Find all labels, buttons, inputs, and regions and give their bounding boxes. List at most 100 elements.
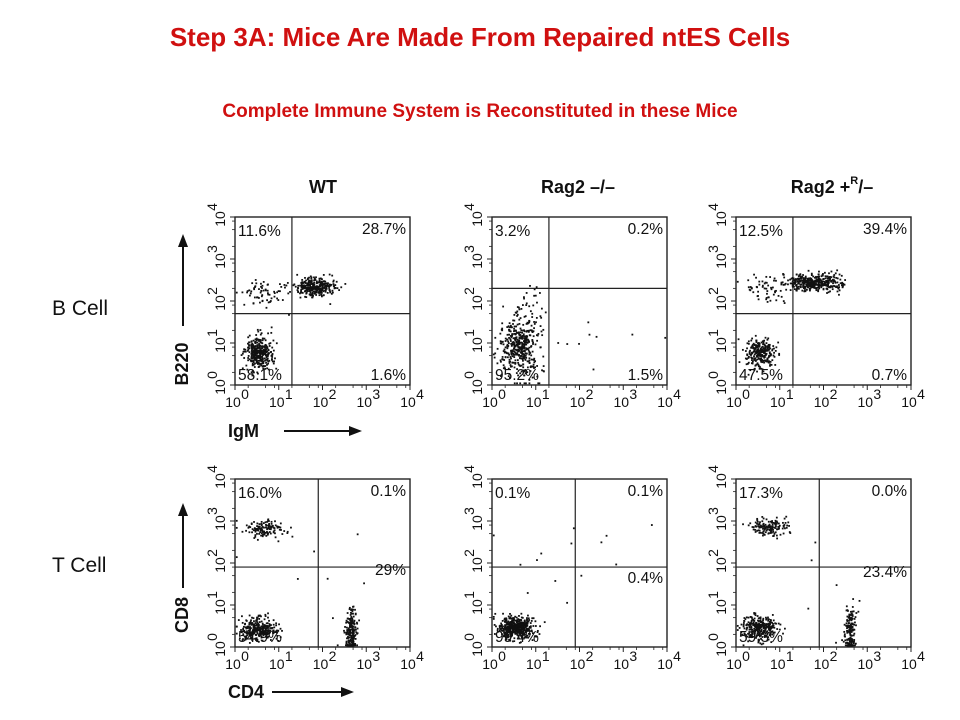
event-dot	[277, 525, 280, 528]
event-dot	[262, 351, 265, 354]
event-dot	[307, 280, 310, 283]
event-dot	[519, 334, 522, 336]
event-dot	[760, 341, 763, 344]
event-dot	[240, 354, 243, 356]
event-dot	[266, 533, 269, 536]
event-dot	[818, 287, 821, 290]
event-dot	[750, 634, 753, 637]
event-dot	[773, 347, 775, 350]
event-dot	[528, 319, 531, 322]
event-dot	[757, 344, 760, 347]
event-dot	[781, 281, 784, 284]
event-dot	[509, 624, 512, 627]
x-tick-label: 10	[570, 394, 586, 410]
event-dot	[347, 637, 350, 639]
event-dot	[832, 282, 834, 285]
event-dot	[245, 529, 247, 532]
event-dot	[819, 284, 822, 287]
event-dot	[765, 298, 768, 301]
event-dot	[507, 620, 510, 623]
event-dot	[250, 290, 253, 293]
event-dot	[495, 625, 497, 628]
event-dot	[814, 280, 817, 282]
quadrant-percent-lower-left: 59.3%	[739, 629, 783, 646]
event-dot	[259, 527, 262, 530]
event-dot	[817, 283, 820, 286]
event-dot	[520, 341, 523, 344]
event-dot	[505, 628, 508, 631]
event-dot	[250, 627, 252, 630]
event-dot	[797, 282, 800, 285]
event-dot	[243, 303, 246, 306]
event-dot	[770, 631, 773, 633]
event-dot	[248, 294, 251, 297]
event-dot	[268, 531, 271, 533]
event-dot	[257, 640, 260, 643]
x-tick-label: 10	[526, 394, 542, 410]
event-dot	[770, 641, 773, 644]
event-dot	[325, 282, 328, 285]
event-dot	[333, 285, 335, 288]
x-tick-label: 10	[570, 656, 586, 672]
event-dot	[765, 526, 768, 528]
event-dot	[782, 521, 784, 524]
event-dot	[272, 339, 275, 342]
event-dot	[499, 375, 502, 377]
event-dot	[316, 287, 318, 290]
event-dot	[815, 283, 818, 285]
event-dot	[257, 359, 260, 362]
event-dot	[260, 356, 262, 358]
event-dot	[750, 346, 753, 349]
event-dot	[259, 363, 262, 366]
event-dot	[835, 276, 838, 279]
event-dot	[260, 527, 263, 529]
quadrant-percent-upper-left: 16.0%	[238, 485, 282, 502]
event-dot	[261, 284, 264, 287]
event-dot	[235, 632, 238, 635]
event-dot	[258, 523, 261, 526]
event-dot	[273, 527, 276, 530]
event-dot	[765, 635, 768, 637]
y-tick-exponent: 3	[461, 507, 477, 515]
event-dot	[358, 619, 361, 622]
event-dot	[847, 622, 850, 624]
event-dot	[350, 628, 353, 631]
event-dot	[268, 522, 271, 525]
event-dot	[522, 633, 525, 636]
event-dot	[492, 353, 495, 356]
column-title-rag2-null: Rag2 –/–	[541, 177, 615, 197]
event-dot	[250, 349, 253, 352]
event-dot	[504, 626, 506, 629]
event-dot	[817, 285, 820, 287]
event-dot	[761, 359, 764, 362]
y-tick-label: 10	[212, 379, 228, 395]
x-tick-exponent: 2	[586, 648, 594, 664]
event-dot	[246, 368, 249, 371]
event-dot	[517, 353, 519, 356]
event-dot	[804, 285, 807, 288]
event-dot	[826, 287, 829, 290]
event-dot	[815, 287, 818, 289]
event-dot	[836, 269, 839, 272]
event-dot	[528, 626, 531, 629]
event-dot	[511, 335, 513, 338]
event-dot	[750, 623, 752, 625]
event-dot	[758, 523, 761, 526]
event-dot	[279, 627, 282, 630]
event-dot	[763, 349, 766, 352]
event-dot	[789, 289, 792, 291]
event-dot	[848, 638, 851, 641]
event-dot	[760, 526, 762, 529]
event-dot	[808, 277, 810, 280]
event-dot	[758, 628, 760, 630]
x-tick-exponent: 3	[873, 648, 881, 664]
event-dot	[253, 296, 256, 299]
event-dot	[748, 622, 751, 625]
event-dot	[507, 352, 509, 355]
event-dot	[499, 342, 502, 345]
event-dot	[320, 290, 322, 293]
event-dot	[755, 346, 758, 349]
event-dot	[499, 359, 502, 362]
scatter-points	[736, 515, 861, 647]
event-dot	[762, 527, 764, 530]
